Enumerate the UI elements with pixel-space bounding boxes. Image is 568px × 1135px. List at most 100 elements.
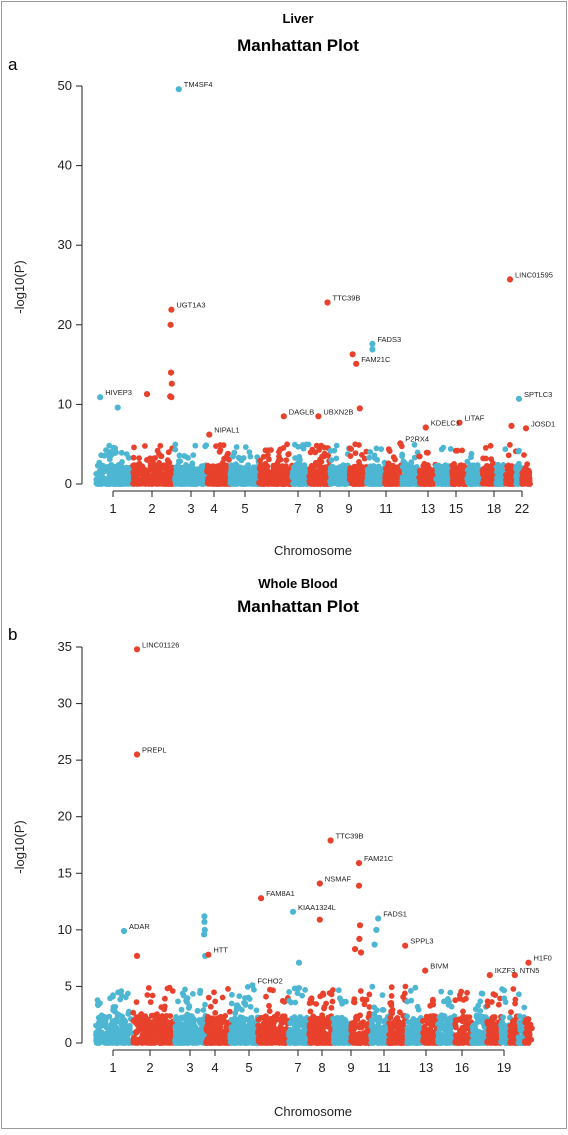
snp-point xyxy=(247,1027,253,1033)
snp-point xyxy=(236,477,242,483)
snp-point xyxy=(297,472,303,478)
snp-point xyxy=(259,1023,265,1029)
snp-point xyxy=(211,989,217,995)
snp-point xyxy=(440,481,446,487)
snp-point xyxy=(318,443,324,449)
snp-point xyxy=(117,473,123,479)
annotated-point xyxy=(507,276,513,282)
snp-point xyxy=(183,998,189,1004)
snp-point xyxy=(238,1029,244,1035)
x-tick-label: 3 xyxy=(186,1060,193,1075)
snp-point xyxy=(202,443,208,449)
snp-point xyxy=(134,999,140,1005)
snp-point xyxy=(321,1004,327,1010)
significant-point xyxy=(168,370,174,376)
panel-b-title: Manhattan Plot xyxy=(237,597,359,616)
snp-point xyxy=(330,987,336,993)
snp-point xyxy=(150,993,156,999)
snp-point xyxy=(188,473,194,479)
snp-point xyxy=(308,1016,314,1022)
snp-point xyxy=(374,446,380,452)
snp-point xyxy=(317,467,323,473)
snp-point xyxy=(278,457,284,463)
y-tick-label: 0 xyxy=(65,476,72,491)
snp-point xyxy=(390,463,396,469)
snp-point xyxy=(198,1027,204,1033)
snp-point xyxy=(247,996,253,1002)
snp-point xyxy=(343,999,349,1005)
snp-point xyxy=(193,468,199,474)
snp-point xyxy=(142,443,148,449)
snp-point xyxy=(141,475,147,481)
snp-point xyxy=(320,1020,326,1026)
snp-point xyxy=(524,479,530,485)
snp-point xyxy=(356,459,362,465)
y-tick-label: 20 xyxy=(58,809,72,824)
x-tick-label: 2 xyxy=(148,501,155,516)
snp-point xyxy=(335,467,341,473)
snp-point xyxy=(234,1007,240,1013)
snp-point xyxy=(238,1016,244,1022)
snp-point xyxy=(113,1026,119,1032)
snp-point xyxy=(278,465,284,471)
snp-point xyxy=(255,1031,261,1037)
panel-a-title: Manhattan Plot xyxy=(237,36,359,55)
snp-point xyxy=(131,455,137,461)
x-tick-label: 1 xyxy=(109,501,116,516)
snp-point xyxy=(392,457,398,463)
snp-point xyxy=(373,481,379,487)
snp-point xyxy=(174,1034,180,1040)
snp-point xyxy=(153,466,159,472)
x-tick-label: 9 xyxy=(347,1060,354,1075)
snp-point xyxy=(96,1020,102,1026)
snp-point xyxy=(219,1040,225,1046)
x-tick-label: 2 xyxy=(146,1060,153,1075)
annotated-point xyxy=(423,424,429,430)
x-tick-label: 7 xyxy=(294,501,301,516)
y-tick-label: 25 xyxy=(58,752,72,767)
x-tick-label: 5 xyxy=(241,501,248,516)
snp-point xyxy=(131,445,137,451)
significant-point xyxy=(357,405,363,411)
snp-point xyxy=(296,985,302,991)
snp-point xyxy=(104,1031,110,1037)
snp-point xyxy=(165,986,171,992)
panel-b-ylabel: -log10(P) xyxy=(12,820,27,873)
snp-point xyxy=(97,1000,103,1006)
snp-point xyxy=(172,442,178,448)
snp-point xyxy=(469,481,475,487)
snp-point xyxy=(333,456,339,462)
y-tick-label: 0 xyxy=(65,1035,72,1050)
snp-point xyxy=(348,446,354,452)
snp-point xyxy=(193,1039,199,1045)
snp-point xyxy=(121,1025,127,1031)
snp-point xyxy=(308,480,314,486)
x-tick-label: 13 xyxy=(419,1060,433,1075)
snp-point xyxy=(254,1007,260,1013)
snp-point xyxy=(95,1040,101,1046)
gene-label: UBXN2B xyxy=(323,407,353,416)
snp-point xyxy=(506,452,512,458)
snp-point xyxy=(366,455,372,461)
gene-label: SPTLC3 xyxy=(524,390,552,399)
significant-point xyxy=(115,405,121,411)
gene-label: TTC39B xyxy=(333,294,361,303)
significant-point xyxy=(350,351,356,357)
snp-point xyxy=(440,472,446,478)
snp-point xyxy=(210,1015,216,1021)
snp-point xyxy=(229,463,235,469)
snp-point xyxy=(146,985,152,991)
snp-point xyxy=(241,1000,247,1006)
snp-point xyxy=(274,481,280,487)
snp-point xyxy=(404,478,410,484)
snp-point xyxy=(468,467,474,473)
snp-point xyxy=(507,442,513,448)
snp-point xyxy=(149,1013,155,1019)
gene-label: LITAF xyxy=(465,414,485,423)
gene-label: DAGLB xyxy=(289,407,314,416)
snp-point xyxy=(306,442,312,448)
snp-point xyxy=(309,1032,315,1038)
snp-point xyxy=(172,447,178,453)
snp-point xyxy=(300,442,306,448)
y-tick-label: 10 xyxy=(58,922,72,937)
